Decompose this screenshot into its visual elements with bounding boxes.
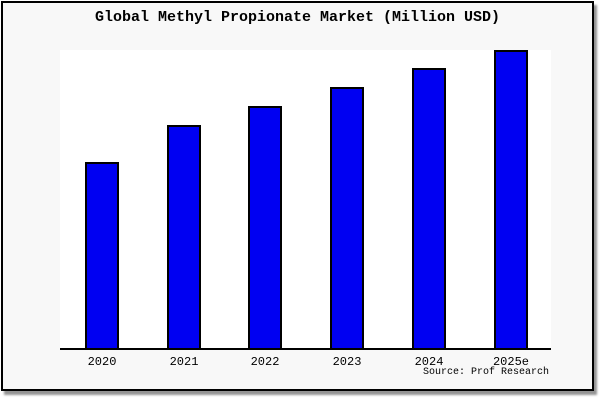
x-tick-label-2023: 2023: [332, 355, 362, 369]
bar-2020: [85, 162, 119, 350]
plot-area: 2020 2021 2022 2023 2024 2025e: [60, 50, 551, 369]
bar-2024: [412, 68, 446, 350]
x-tick-label-2024: 2024: [414, 355, 444, 369]
bar-2021: [167, 125, 201, 350]
x-axis-line: [60, 348, 551, 350]
bar-2022: [248, 106, 282, 350]
x-tick-label-2022: 2022: [250, 355, 280, 369]
chart-figure: Global Methyl Propionate Market (Million…: [1, 1, 594, 391]
x-tick-label-2025e: 2025e: [492, 355, 529, 369]
bar-2023: [330, 87, 364, 350]
x-tick-label-2021: 2021: [169, 355, 199, 369]
x-tick-label-2020: 2020: [87, 355, 117, 369]
bar-2025e: [494, 50, 528, 350]
chart-title: Global Methyl Propionate Market (Million…: [94, 9, 501, 26]
source-credit: Source: Prof Research: [422, 367, 549, 378]
